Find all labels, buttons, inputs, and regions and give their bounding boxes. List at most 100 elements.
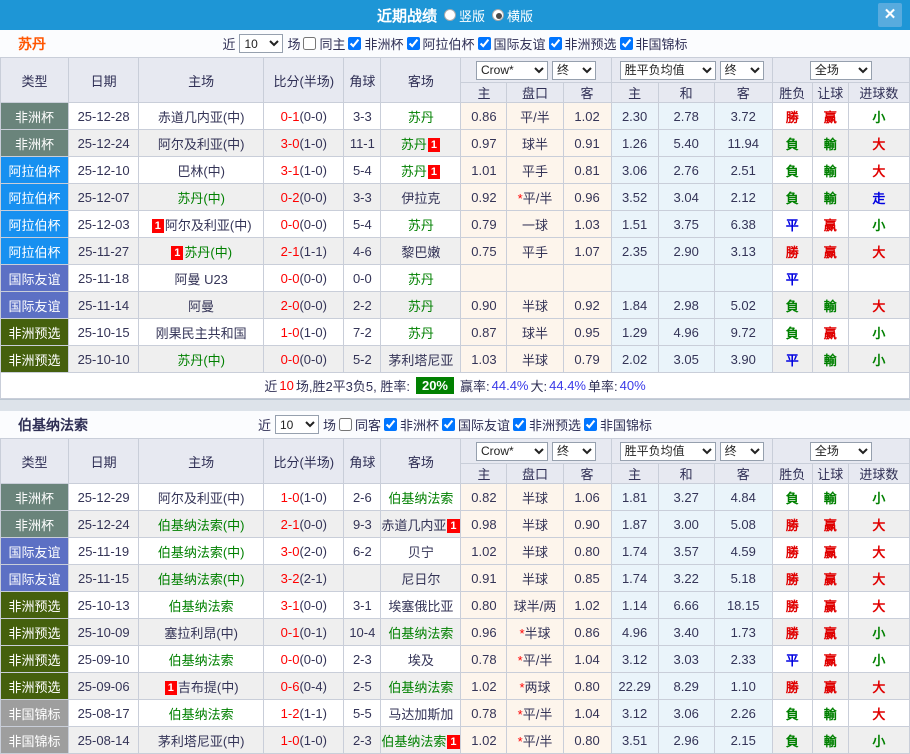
result-wdl-cell: 勝 [771,102,813,130]
match-date: 25-10-09 [68,618,140,646]
period-select[interactable]: 全场 [809,60,872,80]
home-odds-cell: 0.91 [460,564,508,592]
avg-away-cell: 2.12 [713,183,773,211]
home-odds-cell: 0.82 [460,483,508,511]
corner-cell: 6-2 [343,537,382,565]
result-goals-cell: 大 [847,672,910,700]
avg-odds-select[interactable]: 胜平负均值 [619,60,716,80]
competition-checkbox[interactable] [619,37,633,50]
avg-away-cell: 11.94 [713,129,773,157]
halftime-score: (0-0) [299,351,327,367]
same-venue-checkbox[interactable] [303,37,317,50]
away-odds-cell: 1.02 [562,591,612,619]
final-odds-select[interactable]: 终 [552,441,597,461]
handicap-cell: 一球 [506,210,564,238]
result-handicap-cell: 輸 [811,156,849,184]
team-label: 伯基纳法索(中) [157,544,245,560]
match-date: 25-12-24 [68,510,140,538]
halftime-score: (1-1) [299,705,327,721]
radio-icon[interactable] [492,9,504,21]
team-label: 苏丹 [400,163,427,179]
competition-checkbox[interactable] [442,418,455,431]
fulltime-score: 0-0 [280,651,300,667]
corner-cell: 10-4 [343,618,382,646]
competition-checkbox[interactable] [584,418,598,431]
away-team-cell: 黎巴嫩 [380,237,462,265]
avg-away-cell: 2.51 [713,156,773,184]
fulltime-score: 1-0 [280,489,300,505]
avg-away-cell: 1.73 [713,618,773,646]
halftime-score: (0-0) [299,597,327,613]
competition-type-badge: 国际友谊 [0,564,70,592]
away-odds-cell: 0.96 [562,183,612,211]
layout-radio-horizontal[interactable]: 横版 [492,6,533,25]
sub-column-header: 客 [562,463,612,484]
competition-checkbox[interactable] [348,37,362,50]
avg-odds-select[interactable]: 胜平负均值 [619,441,716,461]
match-count-select[interactable]: 10 [274,415,319,434]
live-star-mark: * [517,706,523,722]
away-odds-cell: 1.02 [562,102,612,130]
competition-checkbox[interactable] [513,418,527,431]
match-row: 非洲预选 25-09-06 1 吉布提(中) 0-6(0-4) 2-5 伯基纳法索 1.02 *… [0,672,910,700]
result-wdl-cell: 勝 [771,237,813,265]
avg-home-cell [610,264,659,292]
result-handicap-cell: 赢 [811,537,849,565]
period-select[interactable]: 全场 [809,441,872,461]
competition-checkbox[interactable] [383,418,397,431]
handicap-cell: 半球 [506,345,564,373]
games-label: 场 [287,37,301,52]
competition-checkbox[interactable] [406,37,420,50]
competition-type-badge: 国际友谊 [0,537,70,565]
bookmaker-select[interactable]: Crow* [476,60,549,80]
avg-home-cell: 3.12 [610,645,659,673]
handicap-cell: 球半 [506,318,564,346]
fulltime-score: 3-0 [280,543,300,559]
sub-column-header: 主 [610,463,659,484]
competition-label: 非洲预选 [564,37,617,52]
same-venue-checkbox[interactable] [338,418,352,431]
final-odds-select[interactable]: 终 [719,60,764,80]
result-handicap-cell: 赢 [811,618,849,646]
away-odds-cell: 0.86 [562,618,612,646]
home-team-cell: 阿曼 U23 [138,264,265,292]
competition-type-badge: 非洲预选 [0,345,70,373]
away-odds-cell: 1.06 [562,483,612,511]
avg-draw-cell: 4.96 [657,318,715,346]
match-count-select[interactable]: 10 [239,34,284,53]
corner-cell: 3-3 [343,183,382,211]
competition-checkbox[interactable] [477,37,491,50]
final-odds-select[interactable]: 终 [719,441,764,461]
match-row: 阿拉伯杯 25-12-10 巴林(中) 3-1(1-0) 5-4 苏丹 1 1.01 平手 0.8… [0,156,910,184]
handicap-cell: 平/半 [506,102,564,130]
score-cell: 0-1(0-0) [263,102,345,130]
result-goals-cell: 大 [847,510,910,538]
bookmaker-select[interactable]: Crow* [476,441,549,461]
result-handicap-cell: 輸 [811,129,849,157]
home-team-cell: 阿尔及利亚(中) [138,129,265,157]
home-odds-cell: 0.75 [460,237,508,265]
competition-label: 阿拉伯杯 [422,37,475,52]
away-team-cell: 苏丹 [380,210,462,238]
competition-label: 非洲预选 [529,418,582,433]
team-label: 刚果民主共和国 [155,325,247,341]
home-odds-cell: 1.01 [460,156,508,184]
match-date: 25-11-18 [68,264,140,292]
final-odds-select[interactable]: 终 [552,60,597,80]
competition-label: 非洲杯 [364,37,404,52]
match-date: 25-11-19 [68,537,140,565]
match-row: 非洲预选 25-10-09 塞拉利昂(中) 0-1(0-1) 10-4 伯基纳法索 0.96… [0,618,910,646]
match-row: 非洲预选 25-10-13 伯基纳法索 3-1(0-0) 3-1 埃塞俄比亚 0.80 球半/… [0,591,910,619]
away-odds-cell: 0.92 [562,291,612,319]
halftime-score: (1-1) [299,243,327,259]
home-odds-cell: 0.86 [460,102,508,130]
team-label: 伯基纳法索 [388,490,454,506]
avg-home-cell: 2.35 [610,237,659,265]
competition-checkbox[interactable] [548,37,562,50]
radio-icon[interactable] [443,9,456,21]
result-goals-cell: 大 [847,537,910,565]
result-handicap-cell: 輸 [811,291,849,319]
away-team-cell: 苏丹 1 [380,129,462,157]
layout-radio-vertical[interactable]: 竖版 [443,6,485,25]
close-icon[interactable]: ✕ [878,3,902,27]
